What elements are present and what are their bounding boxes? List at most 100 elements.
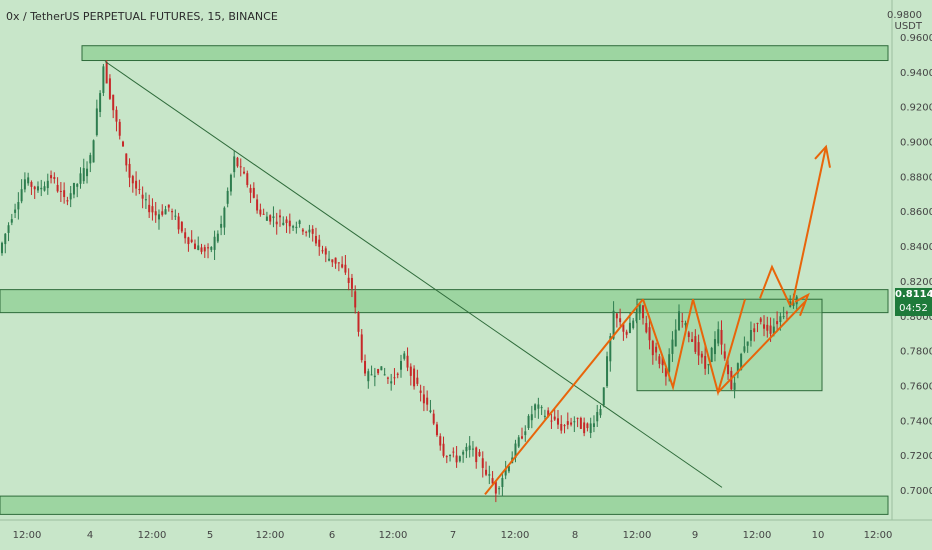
candle-body (612, 310, 615, 339)
x-tick-label: 7 (450, 530, 456, 541)
candle-body (148, 204, 151, 213)
candle-body (674, 329, 677, 347)
candle-body (445, 456, 448, 458)
candle-body (328, 258, 331, 261)
y-tick-label: 0.9400 (900, 68, 932, 79)
candle-body (367, 371, 370, 382)
candle-body (622, 324, 625, 332)
candle-body (292, 226, 295, 228)
candle-body (311, 228, 314, 234)
candle-body (602, 387, 605, 406)
y-tick-label: 0.8800 (900, 172, 932, 183)
candle-body (161, 211, 164, 215)
candle-body (20, 189, 23, 202)
candle-body (540, 407, 543, 409)
x-tick-label: 12:00 (256, 530, 285, 541)
candle-body (63, 190, 66, 198)
candle-body (272, 216, 275, 219)
candle-body (14, 209, 17, 213)
x-tick-label: 9 (692, 530, 698, 541)
candle-body (285, 219, 288, 224)
candle-body (308, 229, 311, 233)
candle-body (681, 320, 684, 322)
candle-body (625, 331, 628, 335)
candle-body (619, 318, 622, 323)
candle-body (638, 304, 641, 314)
candle-body (779, 316, 782, 323)
candle-body (478, 451, 481, 457)
y-tick-label: 0.7800 (900, 347, 932, 358)
candle-body (651, 340, 654, 356)
candle-body (504, 468, 507, 476)
candle-body (79, 173, 82, 184)
candle-body (203, 247, 206, 252)
candle-body (579, 417, 582, 429)
price-axis[interactable]: 0.9600 0.9400 0.9200 0.9000 0.8800 0.8600 0.84… (900, 33, 932, 497)
candle-body (537, 404, 540, 409)
candle-body (468, 445, 471, 451)
candle-body (465, 446, 468, 452)
box-support-line (717, 301, 806, 394)
candle-body (180, 221, 183, 232)
candle-body (36, 186, 39, 191)
x-tick-label: 12:00 (379, 530, 408, 541)
descending-trendline (104, 60, 723, 488)
candle-body (743, 346, 746, 352)
y-tick-label: 0.9600 (900, 33, 932, 44)
candle-body (494, 481, 497, 494)
candle-body (118, 121, 121, 136)
candle-body (354, 291, 357, 308)
candle-body (200, 247, 203, 252)
candle-body (458, 456, 461, 462)
candle-body (252, 187, 255, 198)
candle-body (72, 182, 75, 195)
candle-body (609, 336, 612, 362)
candle-body (7, 225, 10, 233)
candle-body (409, 366, 412, 376)
y-tick-label: 0.7200 (900, 451, 932, 462)
y-tick-label: 0.8200 (900, 277, 932, 288)
candle-body (151, 206, 154, 213)
x-tick-label: 6 (329, 530, 335, 541)
candle-body (141, 194, 144, 199)
candle-body (69, 193, 72, 200)
x-tick-label: 12:00 (13, 530, 42, 541)
candle-body (269, 215, 272, 222)
candle-body (229, 174, 232, 192)
candle-body (377, 369, 380, 374)
candle-body (128, 163, 131, 178)
candle-body (687, 332, 690, 337)
candle-body (746, 341, 749, 346)
price-unit: 0.9800 USDT (887, 10, 922, 32)
zigzag-pattern (642, 298, 746, 397)
x-tick-label: 4 (87, 530, 93, 541)
candle-body (615, 313, 618, 319)
candle-body (59, 190, 62, 192)
price-unit-top: 0.9800 (887, 10, 922, 21)
candle-body (46, 180, 49, 189)
x-tick-label: 12:00 (138, 530, 167, 541)
candle-body (642, 305, 645, 319)
candle-body (530, 414, 533, 421)
candles-layer (1, 60, 798, 503)
time-axis[interactable]: 12:00 4 12:00 5 12:00 6 12:00 7 12:00 8 12:00 9 12:0… (13, 530, 893, 541)
y-tick-label: 0.7600 (900, 381, 932, 392)
candle-body (256, 199, 259, 211)
candle-body (187, 237, 190, 245)
candle-body (40, 187, 43, 190)
candle-body (514, 443, 517, 459)
candle-body (560, 423, 563, 431)
x-tick-label: 12:00 (623, 530, 652, 541)
candle-body (635, 313, 638, 322)
candle-body (236, 157, 239, 167)
candle-body (416, 377, 419, 384)
candle-body (776, 321, 779, 325)
candle-body (144, 199, 147, 201)
chart-title: 0x / TetherUS PERPETUAL FUTURES, 15, BIN… (6, 10, 278, 23)
candle-body (442, 443, 445, 456)
candle-body (216, 233, 219, 242)
zone-consolidation-box (636, 298, 823, 392)
candle-body (177, 216, 180, 230)
